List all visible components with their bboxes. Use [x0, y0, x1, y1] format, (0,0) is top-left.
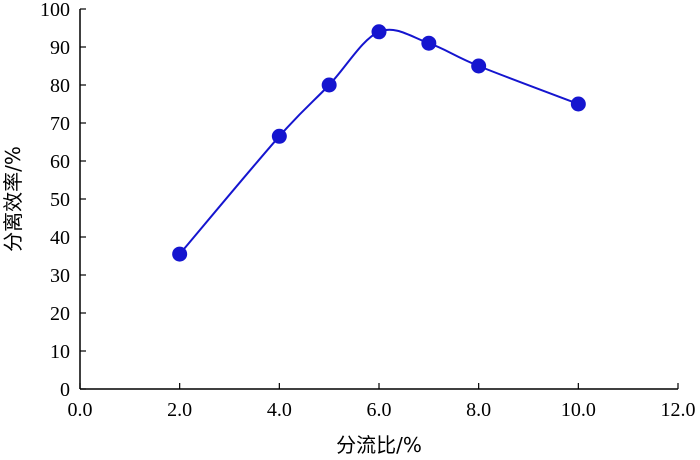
y-tick-label: 70 — [50, 113, 70, 135]
y-tick-label: 100 — [40, 0, 70, 21]
y-tick-label: 50 — [50, 189, 70, 211]
x-tick-label: 10.0 — [561, 399, 596, 421]
data-point — [421, 35, 437, 51]
series-line — [178, 28, 579, 255]
y-tick-label: 10 — [50, 341, 70, 363]
y-tick-label: 0 — [60, 379, 70, 401]
y-axis-title: 分离效率/% — [1, 146, 25, 252]
x-tick-label: 6.0 — [367, 399, 392, 421]
x-axis-ticks: 0.0 2.0 4.0 6.0 8.0 10.0 12.0 — [68, 383, 696, 421]
data-point — [371, 24, 387, 40]
data-point — [172, 246, 188, 262]
y-tick-label: 80 — [50, 75, 70, 97]
y-tick-label: 40 — [50, 227, 70, 249]
y-tick-label: 30 — [50, 265, 70, 287]
data-point — [321, 77, 337, 93]
data-point — [271, 128, 287, 144]
y-axis-ticks: 0 10 20 30 40 50 60 70 80 90 100 — [40, 0, 86, 401]
y-tick-label: 60 — [50, 151, 70, 173]
x-tick-label: 4.0 — [267, 399, 292, 421]
x-tick-label: 2.0 — [167, 399, 192, 421]
data-points — [172, 24, 586, 262]
y-tick-label: 90 — [50, 37, 70, 59]
x-tick-label: 8.0 — [466, 399, 491, 421]
y-tick-label: 20 — [50, 303, 70, 325]
x-tick-label: 0.0 — [68, 399, 93, 421]
x-tick-label: 12.0 — [661, 399, 696, 421]
data-point — [570, 96, 586, 112]
x-axis-title: 分流比/% — [336, 433, 422, 457]
data-point — [471, 58, 487, 74]
